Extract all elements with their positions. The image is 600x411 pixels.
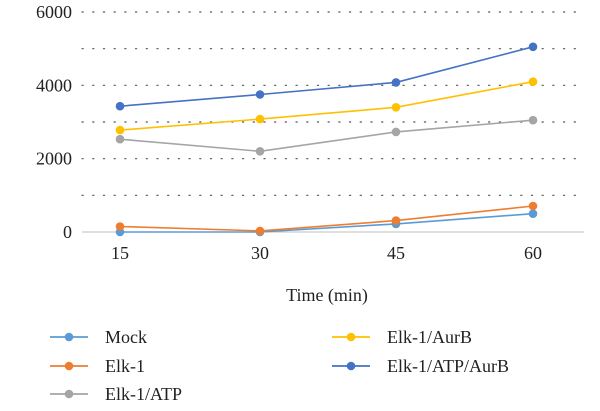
data-point xyxy=(255,90,265,99)
series-group xyxy=(115,42,538,237)
data-point xyxy=(255,114,265,124)
data-point xyxy=(528,77,538,86)
series-line xyxy=(120,212,534,233)
data-point xyxy=(528,209,538,218)
data-point xyxy=(528,201,538,211)
y-tick-label: 6000 xyxy=(36,2,72,22)
y-tick-label: 2000 xyxy=(36,149,72,169)
data-point xyxy=(255,147,265,156)
legend-marker xyxy=(64,389,74,399)
legend-item-elk-1-atp: Elk-1/ATP xyxy=(50,384,182,404)
series-line xyxy=(119,46,534,107)
data-point xyxy=(115,125,125,135)
legend-item-mock: Mock xyxy=(50,327,147,347)
data-point xyxy=(115,222,125,231)
data-point xyxy=(391,127,401,137)
y-axis-ticks: 0 2000 4000 6000 xyxy=(36,2,72,242)
data-point xyxy=(391,103,401,112)
legend-marker xyxy=(64,361,74,371)
legend-label: Elk-1 xyxy=(105,356,145,376)
legend-item-elk-1-atp-aurb: Elk-1/ATP/AurB xyxy=(332,356,509,376)
data-point xyxy=(115,101,125,111)
legend: Mock Elk-1 Elk-1/ATP Elk-1/AurB Elk-1/ATP/Au… xyxy=(50,327,509,404)
legend-marker xyxy=(346,332,356,342)
legend-label: Elk-1/ATP/AurB xyxy=(387,356,509,376)
series-line xyxy=(119,80,534,131)
x-axis-ticks: 15 30 45 60 xyxy=(111,243,542,263)
y-tick-label: 0 xyxy=(63,222,72,242)
legend-item-elk-1: Elk-1 xyxy=(50,356,145,376)
series-elk-1-atp xyxy=(115,115,538,156)
y-tick-label: 4000 xyxy=(36,75,72,95)
legend-item-elk-1-aurb: Elk-1/AurB xyxy=(332,327,472,347)
legend-marker xyxy=(64,332,74,342)
data-point xyxy=(528,115,538,125)
data-point xyxy=(115,134,125,144)
data-point xyxy=(391,78,401,87)
legend-marker xyxy=(346,361,356,371)
legend-label: Elk-1/AurB xyxy=(387,327,472,347)
series-elk-1 xyxy=(115,201,538,236)
data-point xyxy=(255,226,265,236)
series-line xyxy=(119,119,534,153)
series-line xyxy=(119,205,534,232)
legend-label: Mock xyxy=(105,327,147,347)
x-tick-label: 60 xyxy=(524,243,542,263)
x-axis-title: Time (min) xyxy=(286,285,368,306)
series-elk-1-atp-aurb xyxy=(115,42,538,111)
gridlines xyxy=(81,11,585,196)
x-tick-label: 45 xyxy=(387,243,405,263)
data-point xyxy=(391,216,401,225)
x-tick-label: 30 xyxy=(251,243,269,263)
data-point xyxy=(528,42,538,52)
x-tick-label: 15 xyxy=(111,243,129,263)
legend-label: Elk-1/ATP xyxy=(105,384,182,404)
series-elk-1-aurb xyxy=(115,77,538,135)
